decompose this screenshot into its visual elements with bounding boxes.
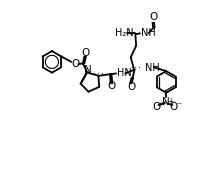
Text: HN: HN: [117, 68, 132, 78]
Text: O: O: [107, 81, 116, 91]
Text: N: N: [162, 97, 170, 107]
Text: H₂N: H₂N: [115, 28, 134, 38]
Text: ⁻: ⁻: [177, 101, 182, 111]
Text: +: +: [167, 97, 173, 106]
Text: NH: NH: [141, 28, 156, 38]
Text: O: O: [170, 102, 178, 112]
Text: O: O: [127, 82, 136, 92]
Text: O: O: [152, 102, 160, 112]
Text: O: O: [150, 12, 158, 22]
Text: O: O: [71, 59, 79, 69]
Text: ···: ···: [129, 66, 142, 72]
Text: N: N: [84, 65, 91, 75]
Text: ···: ···: [93, 72, 105, 78]
Text: O: O: [81, 48, 89, 58]
Text: NH: NH: [145, 63, 159, 73]
